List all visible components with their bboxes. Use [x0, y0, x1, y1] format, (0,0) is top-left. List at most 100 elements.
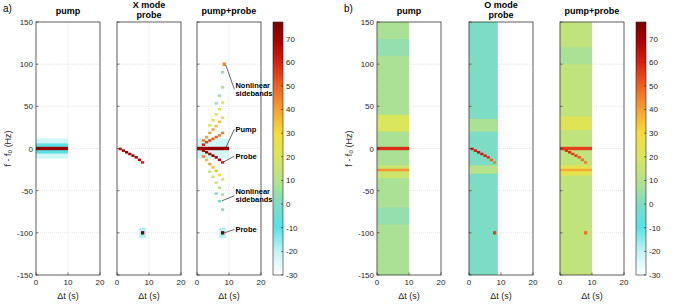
cell	[560, 47, 592, 64]
annotation-leader	[226, 129, 235, 148]
tick	[117, 22, 120, 23]
cell	[202, 143, 205, 146]
cell	[560, 22, 592, 275]
tick-label: 0	[467, 278, 472, 287]
colorbar-tick-label: 30	[649, 129, 658, 138]
tick-label: 20	[257, 278, 266, 287]
cell	[377, 147, 409, 150]
panel: 01020Δt (s)pump+probe-30-20-100102030405…	[558, 6, 661, 301]
tick	[469, 232, 472, 233]
annotation-line: sidebands	[235, 89, 272, 98]
cell	[208, 153, 211, 156]
colorbar-tick	[281, 38, 283, 39]
cell	[141, 161, 144, 164]
tick	[377, 190, 380, 191]
panel: 01020-150-100-50050100150Δt (s)f - f₀ (H…	[3, 3, 105, 301]
colorbar-tick	[281, 275, 283, 276]
tick-label: 10	[145, 278, 154, 287]
panel-label: a)	[3, 3, 12, 14]
title: pump+probe	[202, 6, 257, 16]
panel-label: b)	[344, 3, 353, 14]
tick	[197, 64, 200, 65]
tick	[560, 190, 563, 191]
x-label: Δt (s)	[581, 291, 603, 301]
cell	[215, 125, 218, 128]
tick-label: 150	[361, 18, 375, 27]
cell	[36, 143, 68, 153]
frame	[36, 22, 100, 275]
grid-line	[36, 106, 100, 107]
colorbar-tick	[281, 109, 283, 110]
tick-label: 10	[405, 278, 414, 287]
annotation: Probe	[235, 152, 256, 161]
annotation-leader	[224, 156, 235, 162]
colorbar-tick-label: -30	[286, 271, 298, 280]
annotation-leader	[222, 196, 234, 201]
cell	[377, 115, 409, 132]
colorbar-tick	[644, 251, 646, 252]
cell	[202, 149, 205, 152]
tick-label: 0	[558, 278, 563, 287]
x-label: Δt (s)	[490, 291, 512, 301]
tick-label: -150	[358, 271, 375, 280]
tick	[469, 64, 472, 65]
tick	[624, 273, 625, 276]
cells	[36, 138, 68, 158]
colorbar-tick-label: 50	[649, 82, 658, 91]
colorbar-tick	[281, 62, 283, 63]
grid	[117, 22, 181, 275]
colorbar-tick-label: 60	[649, 58, 658, 67]
cell	[205, 159, 208, 162]
cell	[205, 151, 208, 154]
tick	[533, 273, 534, 276]
annotation-line: Probe	[235, 225, 256, 234]
cell	[131, 154, 134, 157]
colorbar-tick	[644, 133, 646, 134]
x-label: Δt (s)	[398, 291, 420, 301]
tick	[592, 273, 593, 276]
tick	[560, 22, 563, 23]
tick	[36, 22, 39, 23]
cell	[199, 148, 202, 151]
cell	[221, 178, 224, 181]
tick	[377, 64, 380, 65]
cell	[377, 39, 409, 56]
colorbar-tick-label: 20	[649, 153, 658, 162]
cell	[221, 208, 224, 211]
cell	[218, 159, 221, 162]
tick-label: 100	[361, 60, 375, 69]
grid-line	[197, 64, 261, 65]
title: pump	[397, 6, 422, 16]
grid	[469, 22, 533, 275]
tick-label: 10	[64, 278, 73, 287]
tick	[197, 22, 200, 23]
tick-label: 20	[620, 278, 629, 287]
cell	[221, 193, 224, 196]
panel: 01020Δt (s)pump+probeNonlinearsidebandsP…	[195, 6, 298, 301]
cells	[377, 22, 409, 275]
cell	[560, 165, 592, 175]
cell	[218, 200, 221, 203]
tick	[36, 273, 37, 276]
tick	[469, 273, 470, 276]
annotation-line: Pump	[235, 125, 256, 134]
colorbar-tick	[281, 133, 283, 134]
cell	[215, 192, 218, 195]
tick	[560, 275, 563, 276]
tick	[197, 148, 200, 149]
cell	[211, 154, 214, 157]
grid-line	[117, 64, 181, 65]
cell	[138, 159, 141, 162]
cell	[221, 71, 224, 74]
tick	[261, 273, 262, 276]
tick	[469, 106, 472, 107]
tick	[560, 232, 563, 233]
cell	[562, 148, 565, 151]
cell	[202, 155, 205, 158]
tick	[36, 275, 39, 276]
annotation-leader	[224, 229, 234, 232]
tick	[409, 273, 410, 276]
annotation-leader	[226, 65, 235, 89]
tick	[36, 148, 39, 149]
cell	[565, 149, 568, 152]
